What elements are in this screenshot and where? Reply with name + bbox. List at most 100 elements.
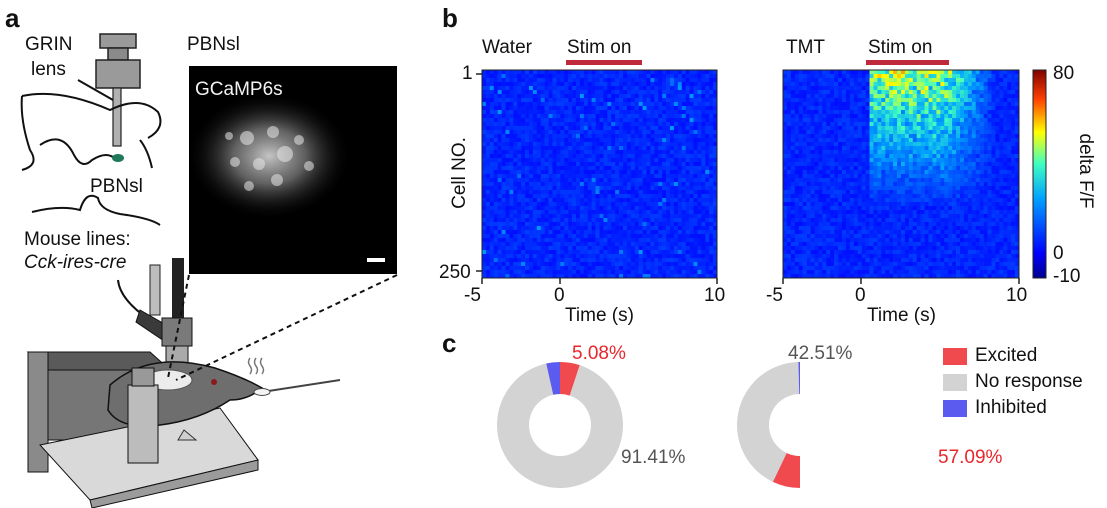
heatmap-cell xyxy=(944,182,949,187)
heatmap-cell xyxy=(920,178,925,183)
heatmap-cell xyxy=(638,254,643,259)
heatmap-cell xyxy=(654,210,659,215)
heatmap-cell xyxy=(556,166,561,171)
heatmap-cell xyxy=(529,214,534,219)
heatmap-cell xyxy=(681,142,686,147)
heatmap-cell xyxy=(802,138,807,143)
heatmap-cell xyxy=(529,250,534,255)
heatmap-cell xyxy=(987,174,992,179)
heatmap-cell xyxy=(924,162,929,167)
heatmap-cell xyxy=(873,182,878,187)
heatmap-cell xyxy=(975,70,980,75)
heatmap-cell xyxy=(814,82,819,87)
heatmap-cell xyxy=(638,206,643,211)
setup-schematic xyxy=(20,33,398,508)
heatmap-cell xyxy=(693,266,698,271)
heatmap-cell xyxy=(995,138,1000,143)
heatmap-cell xyxy=(842,106,847,111)
heatmap-cell xyxy=(615,238,620,243)
heatmap-cell xyxy=(865,170,870,175)
heatmap-cell xyxy=(802,78,807,83)
heatmap-cell xyxy=(842,110,847,115)
heatmap-cell xyxy=(1015,130,1020,135)
heatmap-cell xyxy=(842,126,847,131)
heatmap-cell xyxy=(920,150,925,155)
heatmap-cell xyxy=(529,254,534,259)
heatmap-cell xyxy=(916,118,921,123)
heatmap-cell xyxy=(873,134,878,139)
heatmap-cell xyxy=(513,174,518,179)
heatmap-cell xyxy=(975,166,980,171)
heatmap-cell xyxy=(489,266,495,271)
heatmap-cell xyxy=(971,118,977,123)
heatmap-cell xyxy=(599,190,604,195)
heatmap-cell xyxy=(936,158,941,163)
heatmap-cell xyxy=(685,194,690,199)
heatmap-cell xyxy=(991,106,996,111)
heatmap-cell xyxy=(666,114,671,119)
heatmap-cell xyxy=(861,114,866,119)
heatmap-cell xyxy=(701,138,706,143)
heatmap-cell xyxy=(673,266,679,271)
heatmap-cell xyxy=(552,102,557,107)
heatmap-cell xyxy=(615,114,620,119)
heatmap-cell xyxy=(525,150,530,155)
heatmap-cell xyxy=(482,94,487,99)
heatmap-cell xyxy=(560,238,565,243)
heatmap-cell xyxy=(987,162,992,167)
heatmap-cell xyxy=(995,94,1000,99)
heatmap-cell xyxy=(685,270,690,275)
heatmap-cell xyxy=(619,102,624,107)
heatmap-cell xyxy=(967,146,973,151)
heatmap-cell xyxy=(822,114,827,119)
heatmap-cell xyxy=(654,86,659,91)
heatmap-cell xyxy=(489,206,495,211)
heatmap-cell xyxy=(489,166,495,171)
heatmap-cell xyxy=(897,86,902,91)
heatmap-cell xyxy=(595,214,600,219)
heatmap-cell xyxy=(501,118,506,123)
heatmap-cell xyxy=(572,82,577,87)
heatmap-cell xyxy=(552,250,557,255)
heatmap-cell xyxy=(544,146,549,151)
heatmap-cell xyxy=(517,90,522,95)
heatmap-cell xyxy=(623,214,628,219)
heatmap-cell xyxy=(623,182,628,187)
heatmap-cell xyxy=(838,106,843,111)
heatmap-cell xyxy=(814,162,819,167)
heatmap-cell xyxy=(818,154,823,159)
heatmap-cell xyxy=(786,122,792,127)
heatmap-cell xyxy=(642,186,647,191)
heatmap-cell xyxy=(806,134,811,139)
heatmap-cell xyxy=(912,150,918,155)
heatmap-cell xyxy=(607,234,612,239)
heatmap-cell xyxy=(936,190,941,195)
heatmap-cell xyxy=(873,114,878,119)
heatmap-cell xyxy=(1003,162,1008,167)
heatmap-cell xyxy=(540,258,545,263)
heatmap-cell xyxy=(576,162,581,167)
heatmap-cell xyxy=(869,154,874,159)
heatmap-cell xyxy=(536,162,542,167)
heatmap-cell xyxy=(901,170,906,175)
heatmap-cell xyxy=(634,250,639,255)
heatmap-cell xyxy=(658,78,663,83)
heatmap-cell xyxy=(595,198,600,203)
heatmap-cell xyxy=(564,86,569,91)
heatmap-cell xyxy=(849,70,855,75)
heatmap-cell xyxy=(560,166,565,171)
heatmap-cell xyxy=(845,106,851,111)
heatmap-cell xyxy=(948,162,953,167)
heatmap-cell xyxy=(556,194,561,199)
heatmap-cell xyxy=(685,146,690,151)
heatmap-cell xyxy=(842,158,847,163)
heatmap-cell xyxy=(568,194,573,199)
heatmap-cell xyxy=(552,82,557,87)
heatmap-cell xyxy=(944,146,949,151)
heatmap-cell xyxy=(916,70,921,75)
heatmap-cell xyxy=(798,174,803,179)
heatmap-cell xyxy=(497,214,502,219)
heatmap-cell xyxy=(489,110,495,115)
heatmap-cell xyxy=(599,98,604,103)
heatmap-cell xyxy=(685,178,690,183)
